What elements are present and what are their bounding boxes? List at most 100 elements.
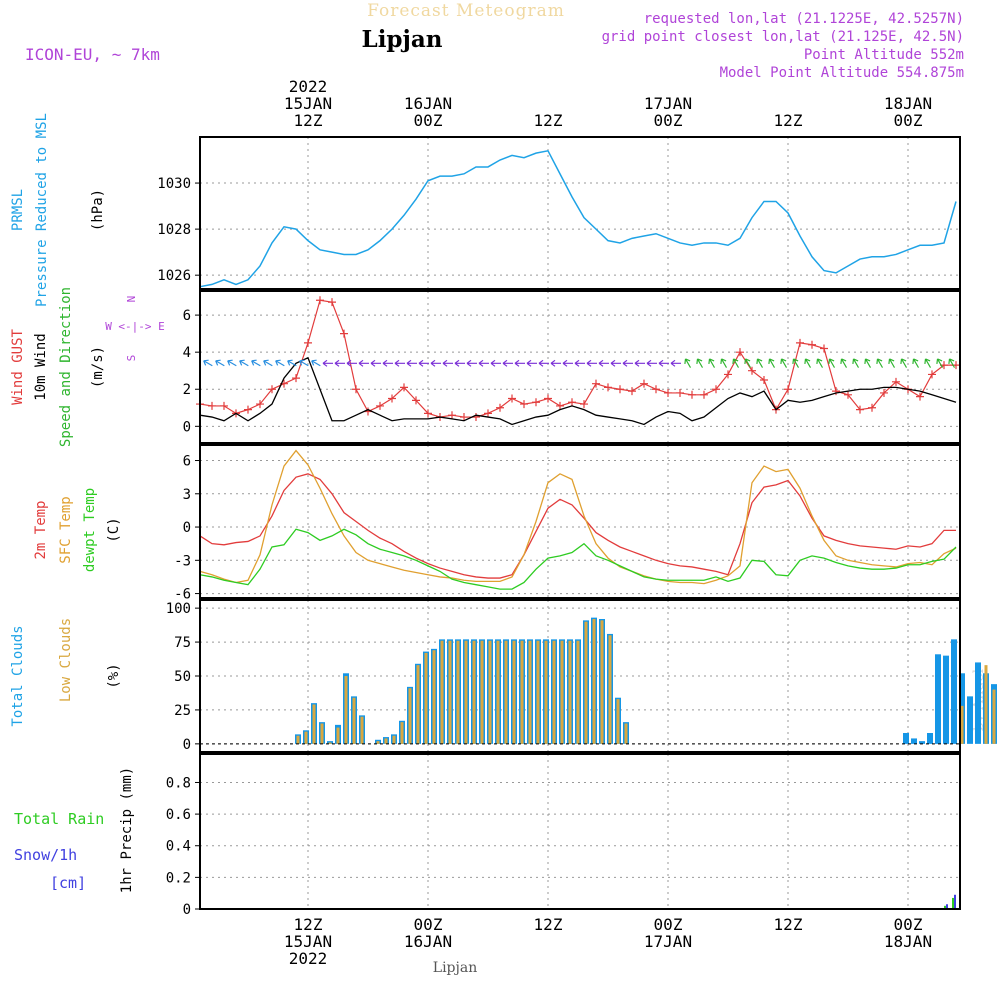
total-clouds-bar: [935, 654, 941, 744]
wind-axis-title: Wind GUST 10m Wind Speed and Direction (…: [10, 287, 165, 447]
bottom-time-label: 12Z: [294, 915, 323, 934]
gust-line: [199, 299, 956, 418]
wind-direction-arrow: [756, 358, 764, 368]
gust-marker: [412, 396, 420, 405]
temperature-ytick-label: -6: [174, 587, 191, 603]
gust-marker: [544, 394, 552, 403]
total-clouds-bar: [919, 741, 925, 744]
precipitation-ytick-label: 0.6: [166, 807, 191, 823]
gust-marker: [676, 388, 684, 397]
wind-direction-arrow: [658, 359, 669, 367]
snow-bar: [946, 904, 948, 909]
temp2m-line: [199, 473, 956, 579]
compass-south: S: [125, 355, 138, 362]
wind-direction-arrow: [696, 358, 704, 368]
low-clouds-bar: [600, 620, 604, 744]
precip-axis-title: Total Rain Snow/1h [cm] 1hr Precip (mm): [14, 767, 135, 893]
pressure-ytick-label: 1030: [157, 176, 191, 192]
clouds-axis-title: Total Clouds Low Clouds (%): [10, 618, 122, 727]
bottom-time-label: 18JAN: [884, 932, 932, 951]
wind-direction-arrow: [299, 359, 309, 367]
rain-bar: [944, 905, 946, 909]
gust-marker: [808, 340, 816, 349]
dewpt-line: [199, 528, 957, 590]
gust-marker: [604, 383, 612, 392]
wind-direction-arrow: [287, 359, 297, 367]
wind-frame: [199, 290, 961, 444]
pressure-label-1: PRMSL: [10, 189, 26, 231]
snow-label: Snow/1h: [14, 846, 77, 864]
wind-direction-arrow: [466, 359, 477, 367]
total-clouds-bar: [943, 655, 949, 744]
pressure-axis-title: PRMSL Pressure Reduced to MSL (hPa): [10, 113, 106, 307]
wind-direction-arrow: [888, 358, 896, 368]
precipitation-ytick-label: 0.4: [166, 839, 191, 855]
rain-bar: [952, 897, 954, 909]
temperature-frame: [199, 444, 961, 599]
gust-marker: [352, 385, 360, 394]
low-clouds-bar: [328, 742, 332, 744]
low-clouds-bar: [512, 640, 516, 744]
wind-direction-arrow: [370, 359, 381, 367]
low-clouds-bar: [992, 689, 996, 744]
low-clouds-bar: [336, 727, 340, 744]
bottom-time-label: 00Z: [414, 915, 443, 934]
temp2m-label: 2m Temp: [33, 500, 49, 559]
bottom-time-label: 16JAN: [404, 932, 452, 951]
wind-direction-arrow: [311, 359, 321, 367]
wind-direction-arrow: [684, 358, 692, 368]
wind-direction-arrow: [670, 359, 681, 367]
low-clouds-bar: [320, 723, 324, 744]
wind-direction-arrow: [720, 358, 728, 368]
gust-marker: [292, 374, 300, 383]
wind-direction-arrow: [634, 359, 645, 367]
clouds-ytick-label: 25: [174, 703, 191, 719]
dewpt-label: dewpt Temp: [82, 488, 98, 572]
low-clouds-bar: [528, 640, 532, 744]
wind-direction-arrow: [215, 359, 225, 367]
point-altitude: Point Altitude 552m: [804, 47, 964, 63]
top-time-label: 15JAN: [284, 94, 332, 113]
bottom-time-label: 15JAN: [284, 932, 332, 951]
model-label: ICON-EU, ~ 7km: [25, 45, 160, 64]
wind-ytick-label: 2: [183, 382, 191, 398]
total-clouds-bar: [911, 738, 917, 744]
gust-marker: [868, 403, 876, 412]
wind-ytick-label: 6: [183, 308, 191, 324]
total-rain-label: Total Rain: [14, 810, 104, 828]
gust-marker: [820, 344, 828, 353]
gust-marker: [616, 385, 624, 394]
low-clouds-bar: [496, 640, 500, 744]
wind-direction-arrow: [936, 358, 944, 368]
low-clouds-bar: [608, 635, 612, 744]
wind-direction-arrow: [876, 358, 884, 368]
gust-marker: [892, 377, 900, 386]
precip-ylabel: 1hr Precip (mm): [119, 767, 135, 893]
wind-direction-arrow: [768, 358, 776, 368]
wind-direction-arrow: [478, 359, 489, 367]
wind-direction-arrow: [816, 358, 824, 368]
wind10m-label: 10m Wind: [33, 333, 49, 400]
gust-marker: [316, 296, 324, 305]
pressure-line: [199, 149, 957, 288]
gust-marker: [916, 392, 924, 401]
clouds-ytick-label: 0: [183, 737, 191, 753]
top-time-label: 2022: [289, 77, 328, 96]
low-clouds-bar: [296, 735, 300, 744]
wind-ytick-label: 0: [183, 419, 191, 435]
gust-marker: [556, 401, 564, 410]
gust-label: Wind GUST: [10, 329, 26, 405]
pressure-ytick-label: 1026: [157, 268, 191, 284]
gust-marker: [400, 383, 408, 392]
low-clouds-bar: [416, 665, 420, 744]
gust-marker: [328, 298, 336, 307]
low-clouds-bar: [352, 697, 356, 744]
wind-direction-arrow: [550, 359, 561, 367]
low-clouds-bar: [520, 640, 524, 744]
panel-frames: [199, 136, 961, 910]
low-clouds-bar: [568, 640, 572, 744]
total-clouds-bar: [951, 639, 957, 744]
wind-direction-arrow: [852, 358, 860, 368]
low-clouds-bar: [592, 619, 596, 744]
precipitation-ytick-label: 0.8: [166, 775, 191, 791]
